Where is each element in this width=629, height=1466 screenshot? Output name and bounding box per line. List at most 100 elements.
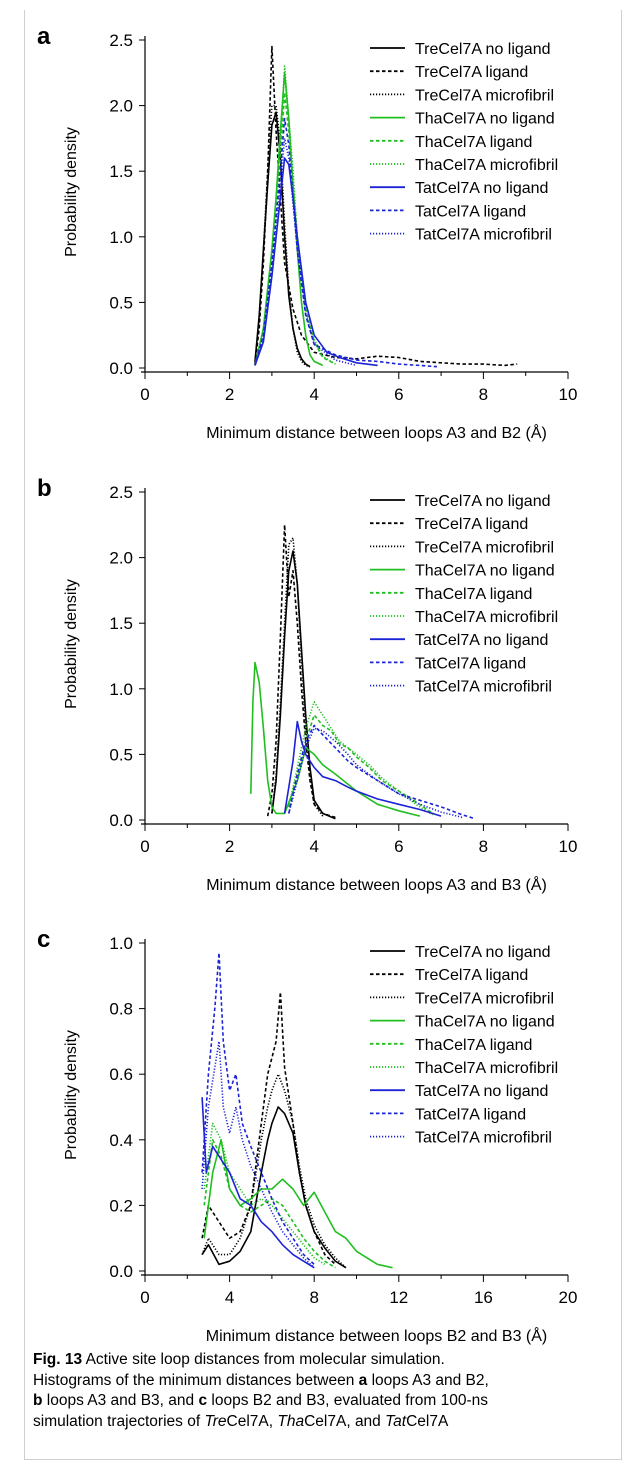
legend-entry: TreCel7A no ligand [415, 944, 551, 961]
figure-charts: a 0.0 0.5 1.0 1.5 2.0 2.5 0 2 4 6 8 10 Minimum distan… [37, 23, 577, 1345]
y-tick-label: 0.6 [109, 1065, 133, 1084]
panel-label: c [37, 926, 50, 953]
y-tick-label: 0.5 [109, 745, 133, 764]
legend-entry: TatCel7A ligand [415, 203, 526, 220]
caption-text: Cel7A, [226, 1412, 274, 1430]
caption-panel-ref-a: a [358, 1371, 368, 1389]
series-line [254, 111, 311, 368]
caption-text: Histograms of the minimum distances betw… [33, 1371, 355, 1389]
x-axis-label: Minimum distance between loops A3 and B3… [206, 875, 547, 894]
x-axis-label: Minimum distance between loops B2 and B3… [206, 1326, 548, 1345]
legend-entry: TreCel7A microfibril [415, 87, 554, 104]
caption-text: Cel7A [406, 1412, 449, 1430]
figure-label: Fig. 13 [33, 1351, 83, 1368]
y-tick-label: 0.5 [109, 293, 133, 312]
series-line [283, 720, 442, 817]
series-line [266, 523, 336, 819]
caption-text: loops B2 and B3, evaluated from 100-ns [211, 1392, 488, 1409]
legend-entry: TreCel7A microfibril [415, 990, 554, 1007]
x-tick-label: 8 [479, 385, 488, 404]
y-tick-label: 0.0 [109, 359, 133, 378]
x-tick-label: 10 [559, 385, 578, 404]
legend-entry: ThaCel7A no ligand [415, 111, 555, 128]
legend-entry: TreCel7A ligand [415, 64, 528, 81]
y-tick-label: 1.0 [109, 228, 133, 247]
species-tre: Tre [204, 1412, 227, 1430]
series-line [271, 550, 336, 820]
series-line [201, 1097, 315, 1269]
chart-panel-a: a 0.0 0.5 1.0 1.5 2.0 2.5 0 2 4 6 8 10 Minimum distan… [37, 23, 577, 442]
caption-text: loops A3 and B3, and [46, 1392, 195, 1409]
series-line [288, 714, 434, 815]
series-line [254, 65, 336, 366]
series-line [254, 117, 437, 368]
y-tick-label: 1.0 [109, 934, 133, 953]
chart-panel-c: c 0.0 0.2 0.4 0.6 0.8 1.0 0 4 8 12 16 20 Minimum dist… [37, 926, 577, 1345]
series-line [254, 45, 518, 367]
panel-label: a [37, 23, 51, 50]
x-tick-label: 16 [474, 1288, 493, 1307]
legend-entry: ThaCel7A no ligand [415, 1014, 555, 1031]
series-line [201, 1073, 347, 1269]
y-tick-label: 0.4 [109, 1131, 133, 1150]
legend-entry: ThaCel7A microfibril [415, 1060, 558, 1077]
x-tick-label: 4 [309, 385, 318, 404]
y-tick-label: 0.0 [109, 1262, 133, 1281]
legend-entry: TreCel7A microfibril [415, 539, 554, 556]
y-tick-label: 0.2 [109, 1196, 133, 1215]
y-axis-label: Probability density [63, 1030, 80, 1160]
legend-entry: TreCel7A no ligand [415, 493, 551, 510]
x-tick-label: 6 [394, 837, 403, 856]
series-line [201, 951, 315, 1265]
panel-label: b [37, 475, 52, 502]
figure-caption: Fig. 13 Active site loop distances from … [33, 1350, 618, 1432]
y-tick-label: 2.5 [109, 31, 133, 50]
legend-entry: TatCel7A ligand [415, 655, 526, 672]
x-tick-label: 4 [309, 837, 318, 856]
legend-entry: TreCel7A ligand [415, 516, 528, 533]
legend-entry: ThaCel7A ligand [415, 1037, 532, 1054]
y-tick-label: 0.0 [109, 811, 133, 830]
x-tick-label: 2 [225, 385, 234, 404]
series-line [288, 727, 463, 819]
series-line [254, 72, 324, 367]
caption-text: loops A3 and B2, [371, 1371, 489, 1389]
legend-entry: TatCel7A ligand [415, 1106, 526, 1123]
chart-panel-b: b 0.0 0.5 1.0 1.5 2.0 2.5 0 2 4 6 8 10 Minimum distan… [37, 475, 577, 894]
x-tick-label: 0 [140, 1288, 149, 1307]
series-line [271, 537, 324, 817]
species-tat: Tat [385, 1412, 407, 1430]
series-line [201, 991, 336, 1265]
caption-panel-ref-b: b [33, 1392, 43, 1409]
figure-frame [24, 10, 622, 1460]
series-line [254, 157, 378, 367]
x-axis-label: Minimum distance between loops A3 and B2… [206, 423, 547, 442]
legend-entry: TatCel7A microfibril [415, 1130, 552, 1147]
figure-title: Active site loop distances from molecula… [85, 1351, 445, 1368]
legend-entry: ThaCel7A microfibril [415, 609, 558, 626]
series-line [203, 1122, 326, 1266]
x-tick-label: 6 [394, 385, 403, 404]
y-tick-label: 1.5 [109, 162, 133, 181]
x-tick-label: 12 [389, 1288, 408, 1307]
legend-entry: TatCel7A microfibril [415, 679, 552, 696]
y-axis-label: Probability density [63, 579, 80, 709]
y-tick-label: 2.5 [109, 483, 133, 502]
legend-entry: ThaCel7A microfibril [415, 157, 558, 174]
x-tick-label: 10 [559, 837, 578, 856]
legend-entry: TatCel7A no ligand [415, 1083, 548, 1100]
caption-panel-ref-c: c [198, 1392, 208, 1409]
x-tick-label: 0 [140, 837, 149, 856]
legend-entry: TreCel7A no ligand [415, 41, 551, 58]
legend-entry: TatCel7A no ligand [415, 180, 548, 197]
series-line [288, 724, 476, 820]
series-line [288, 701, 434, 816]
legend-entry: TatCel7A no ligand [415, 632, 548, 649]
caption-text: Cel7A, and [304, 1412, 381, 1430]
y-tick-label: 1.5 [109, 614, 133, 633]
legend-entry: ThaCel7A ligand [415, 586, 532, 603]
y-tick-label: 2.0 [109, 97, 133, 116]
legend-entry: ThaCel7A ligand [415, 134, 532, 151]
series-line [203, 1139, 393, 1269]
x-tick-label: 0 [140, 385, 149, 404]
